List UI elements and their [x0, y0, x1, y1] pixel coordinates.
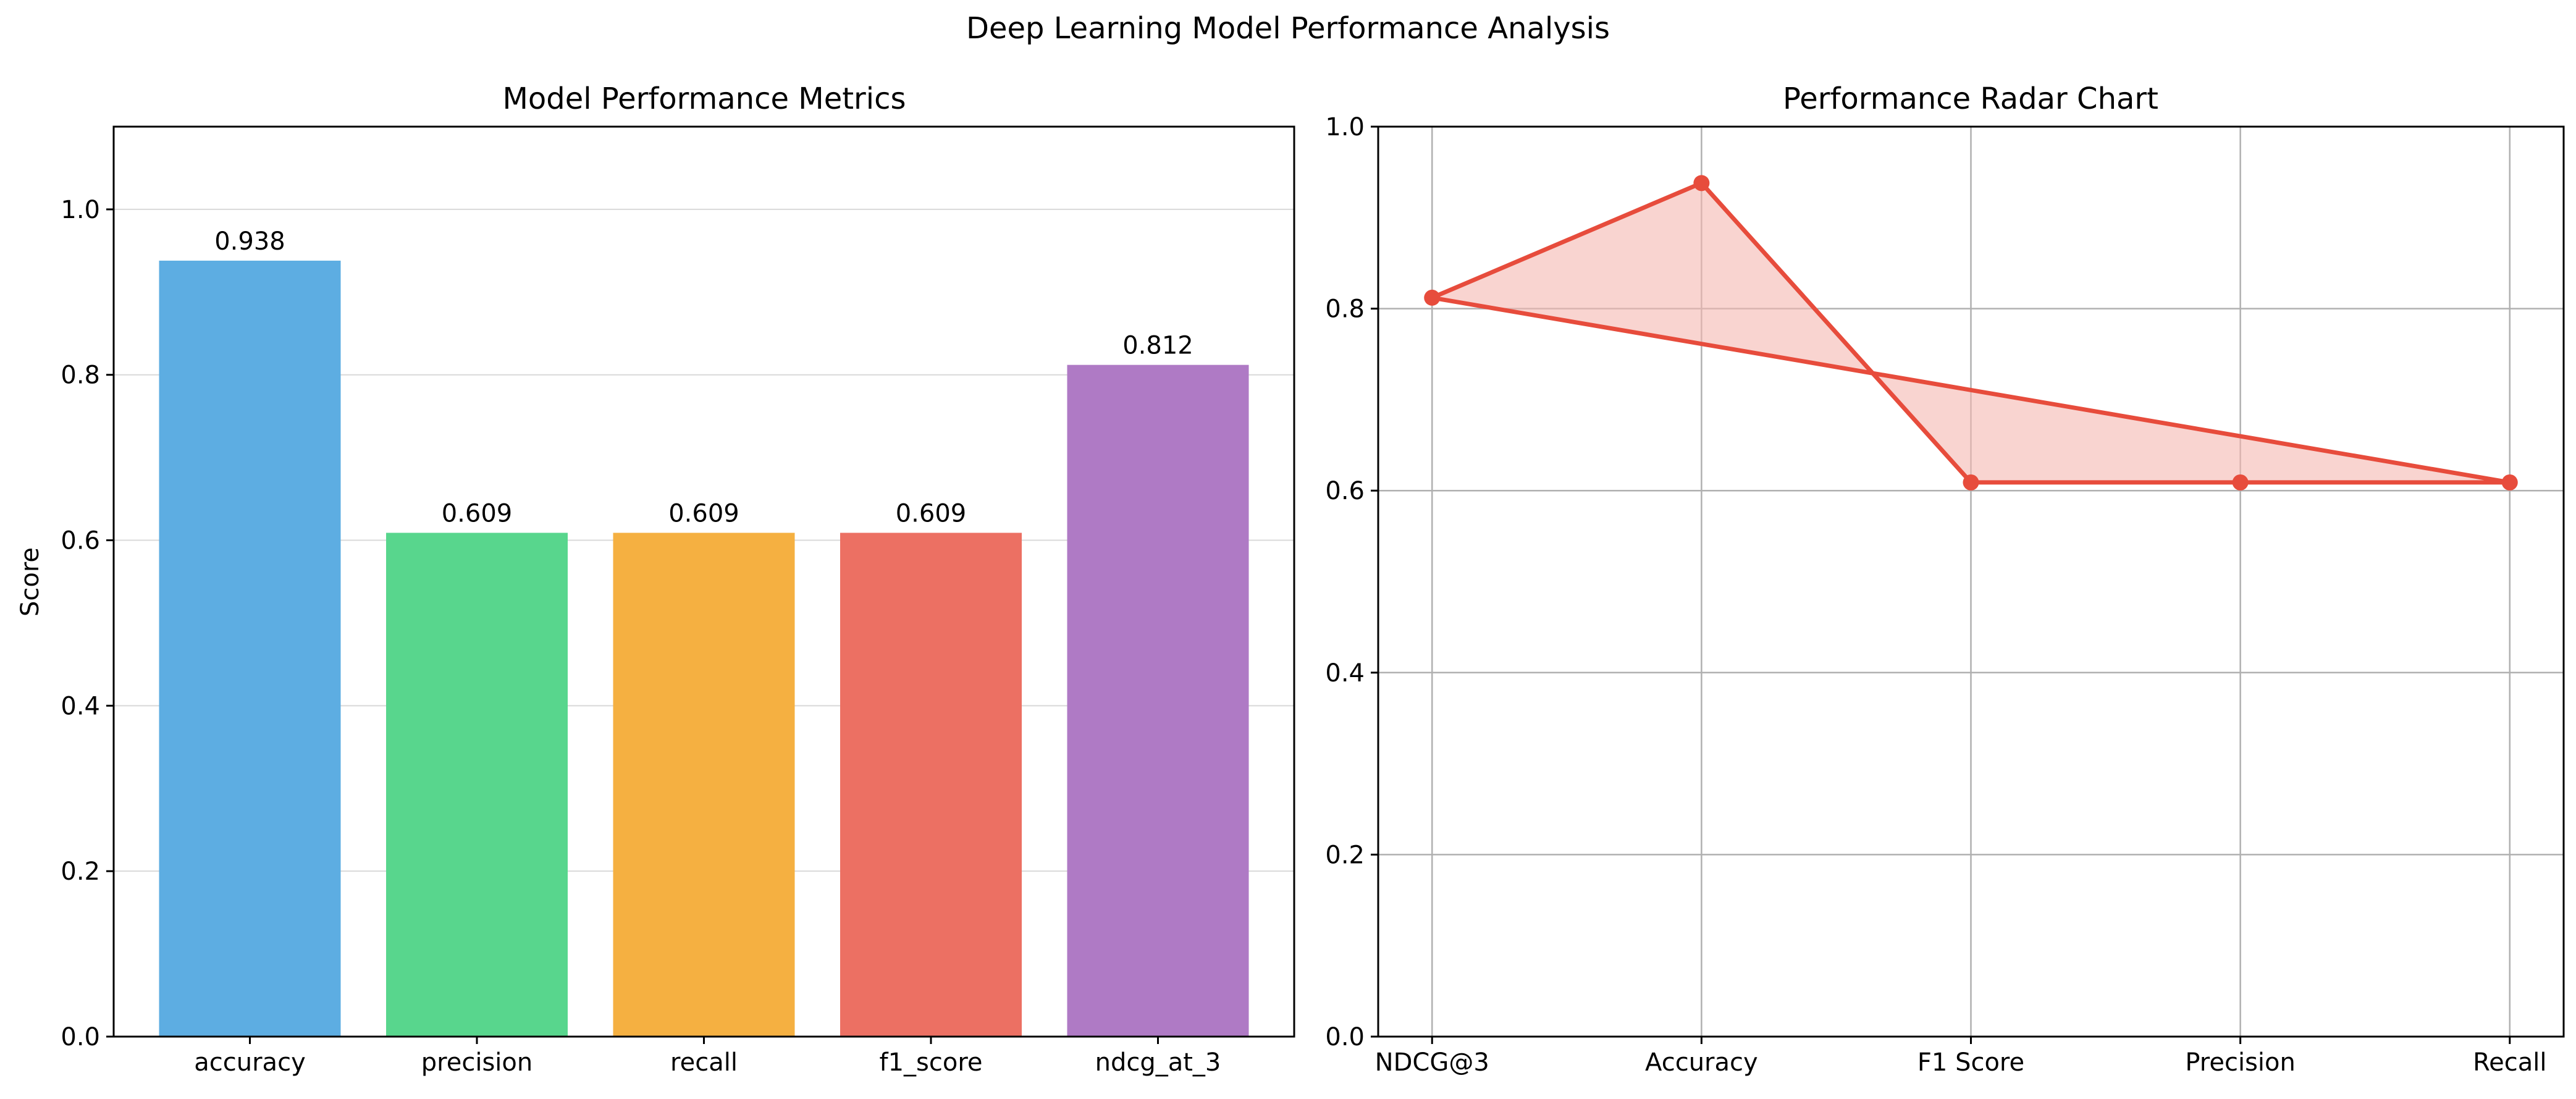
radar-point-1: [1693, 175, 1710, 192]
radar-x-tick-label: NDCG@3: [1375, 1048, 1489, 1077]
radar-y-tick-label: 0.4: [1325, 659, 1365, 688]
radar-y-tick-label: 1.0: [1325, 113, 1365, 141]
bar-value-label: 0.609: [896, 499, 967, 528]
radar-point-3: [2232, 474, 2249, 491]
bar-x-tick-label: f1_score: [879, 1048, 982, 1077]
bar-x-tick-label: ndcg_at_3: [1095, 1048, 1221, 1077]
bar-y-tick-label: 0.6: [61, 527, 100, 555]
radar-series-line: [1431, 180, 2512, 485]
radar-x-tick-label: Precision: [2185, 1048, 2295, 1077]
radar-y-tick-label: 0.2: [1325, 841, 1365, 869]
bar-chart-data-labels: 0.938 0.609 0.609 0.609 0.812: [214, 227, 1193, 528]
radar-chart-gridlines: [1378, 125, 2564, 1038]
bar-x-tick-label: recall: [670, 1048, 738, 1077]
bar-accuracy: [159, 260, 341, 1037]
radar-chart-title: Performance Radar Chart: [1783, 82, 2158, 116]
bar-y-tick-label: 1.0: [61, 196, 100, 224]
bar-chart-bars: [159, 260, 1249, 1037]
radar-point-4: [2501, 474, 2518, 491]
bar-chart-y-axis: 0.0 0.2 0.4 0.6 0.8 1.0: [61, 196, 114, 1051]
bar-y-tick-label: 0.0: [61, 1023, 100, 1051]
bar-value-label: 0.609: [668, 499, 739, 528]
bar-chart-title: Model Performance Metrics: [502, 82, 906, 116]
radar-chart-y-axis: 0.0 0.2 0.4 0.6 0.8 1.0: [1325, 113, 1378, 1051]
radar-y-tick-label: 0.8: [1325, 295, 1365, 324]
bar-chart-x-axis: accuracy precision recall f1_score ndcg_at_3: [194, 1037, 1221, 1077]
bar-value-label: 0.938: [214, 227, 285, 256]
bar-f1_score: [840, 533, 1022, 1037]
radar-fill-area: [1432, 183, 2510, 482]
radar-chart-series: [1424, 175, 2518, 491]
bar-recall: [613, 533, 795, 1037]
radar-y-tick-label: 0.0: [1325, 1023, 1365, 1051]
bar-y-tick-label: 0.2: [61, 857, 100, 886]
radar-x-tick-label: F1 Score: [1917, 1048, 2024, 1077]
bar-chart-y-label: Score: [16, 547, 44, 617]
figure-title: Deep Learning Model Performance Analysis: [966, 11, 1610, 46]
bar-x-tick-label: accuracy: [194, 1048, 305, 1077]
bar-value-label: 0.812: [1122, 332, 1193, 360]
bar-value-label: 0.609: [442, 499, 513, 528]
bar-ndcg_at_3: [1067, 364, 1249, 1037]
radar-point-2: [1963, 474, 1979, 491]
bar-x-tick-label: precision: [421, 1048, 532, 1077]
bar-y-tick-label: 0.8: [61, 361, 100, 390]
radar-chart-panel: Performance Radar Chart 0.0 0.2 0.4 0.6 0.8 1…: [1325, 82, 2565, 1077]
radar-x-tick-label: Accuracy: [1645, 1048, 1758, 1077]
radar-x-tick-label: Recall: [2473, 1048, 2546, 1077]
radar-y-tick-label: 0.6: [1325, 477, 1365, 505]
radar-point-0: [1424, 289, 1441, 306]
bar-y-tick-label: 0.4: [61, 692, 100, 720]
radar-chart-x-axis: NDCG@3 Accuracy F1 Score Precision Recall: [1375, 1037, 2546, 1077]
bar-precision: [386, 533, 568, 1037]
